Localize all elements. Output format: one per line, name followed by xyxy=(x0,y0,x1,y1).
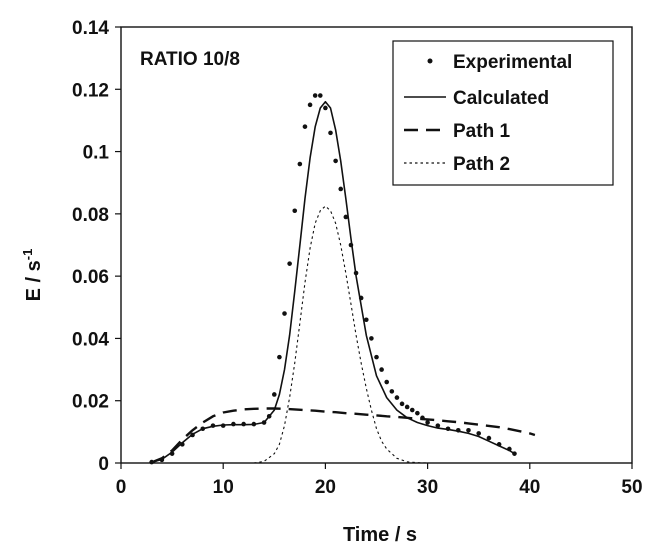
series-line-calculated xyxy=(151,100,515,464)
data-point-experimental xyxy=(425,420,430,425)
y-tick-label: 0.02 xyxy=(72,392,109,413)
y-axis-title-superscript: -1 xyxy=(20,249,35,261)
legend-label-calculated: Calculated xyxy=(453,88,549,109)
y-tick-label: 0.1 xyxy=(83,143,110,164)
legend: Experimental Calculated Path 1 Path 2 xyxy=(392,40,614,186)
series-line-path-2 xyxy=(253,205,438,464)
data-point-experimental xyxy=(409,407,415,413)
data-point-experimental xyxy=(404,404,410,410)
data-point-experimental xyxy=(384,379,390,385)
data-point-experimental xyxy=(476,431,482,436)
series-calculated xyxy=(151,100,515,464)
legend-label-path-2: Path 2 xyxy=(453,154,510,175)
legend-label-experimental: Experimental xyxy=(453,52,572,73)
axes: 0 10 20 30 40 50 0 0.02 0.04 0.06 0.08 0.1 0.12 0.14 xyxy=(72,18,643,498)
data-point-experimental xyxy=(277,354,282,360)
y-tick-label: 0.06 xyxy=(72,267,109,288)
series-line-path-1 xyxy=(151,407,536,464)
y-tick-label: 0 xyxy=(98,454,109,475)
data-point-experimental xyxy=(415,410,420,416)
x-axis-title: Time / s xyxy=(343,524,417,546)
y-axis-title-main: E / s xyxy=(23,260,45,301)
chart-annotation: RATIO 10/8 xyxy=(140,49,240,70)
data-point-experimental xyxy=(297,161,303,167)
plot-border xyxy=(120,26,633,464)
data-point-experimental xyxy=(287,261,292,266)
legend-label-path-1: Path 1 xyxy=(453,121,510,142)
y-tick-label: 0.14 xyxy=(72,18,109,39)
data-point-experimental xyxy=(333,158,338,164)
x-tick-label: 50 xyxy=(621,477,642,498)
y-tick-label: 0.12 xyxy=(72,80,109,101)
legend-marker-experimental xyxy=(427,58,433,64)
legend-box xyxy=(392,40,614,186)
series-layer xyxy=(149,93,536,465)
data-point-experimental xyxy=(328,130,333,136)
series-path-1 xyxy=(151,407,536,464)
data-point-experimental xyxy=(389,389,395,394)
data-point-experimental xyxy=(317,93,323,98)
data-point-experimental xyxy=(307,102,313,108)
data-point-experimental xyxy=(292,208,298,214)
data-point-experimental xyxy=(379,367,384,372)
data-point-experimental xyxy=(369,336,374,341)
data-point-experimental xyxy=(399,401,405,407)
data-point-experimental xyxy=(466,428,471,433)
data-point-experimental xyxy=(302,124,308,129)
y-tick-label: 0.08 xyxy=(72,205,109,226)
data-point-experimental xyxy=(272,392,277,397)
y-tick-label: 0.04 xyxy=(72,329,109,350)
data-point-experimental xyxy=(338,186,344,192)
x-tick-label: 20 xyxy=(315,477,336,498)
data-point-experimental xyxy=(282,311,287,316)
data-point-experimental xyxy=(435,423,441,428)
x-tick-label: 30 xyxy=(417,477,438,498)
x-tick-label: 0 xyxy=(116,477,127,498)
data-point-experimental xyxy=(343,214,349,220)
data-point-experimental xyxy=(374,354,379,360)
series-path-2 xyxy=(253,205,438,464)
data-point-experimental xyxy=(363,317,369,323)
data-point-experimental xyxy=(486,435,492,441)
x-tick-label: 40 xyxy=(519,477,540,498)
plot-area xyxy=(120,26,633,464)
data-point-experimental xyxy=(312,93,318,98)
data-point-experimental xyxy=(394,395,400,400)
x-tick-label: 10 xyxy=(213,477,234,498)
data-point-experimental xyxy=(323,105,328,111)
y-axis-title: E / s-1 xyxy=(20,249,45,302)
